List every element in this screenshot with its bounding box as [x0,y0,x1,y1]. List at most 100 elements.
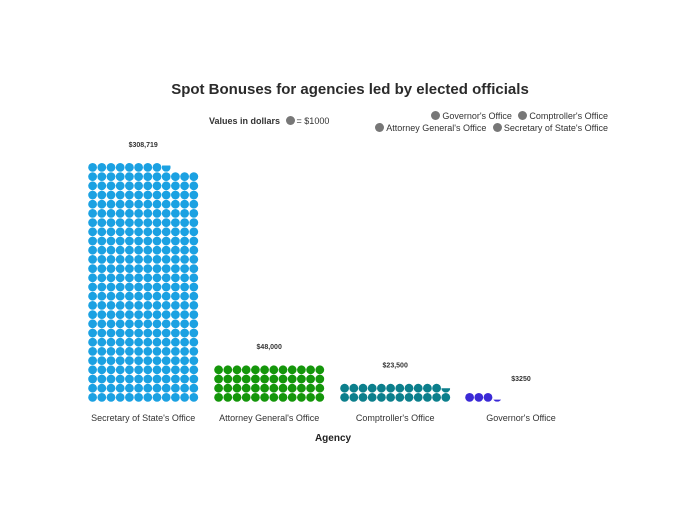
waffle-dot [134,383,144,393]
waffle-dot [395,393,405,402]
waffle-dot [124,264,134,273]
waffle-dot [143,301,153,310]
waffle-dot [88,181,97,191]
waffle-dot [340,383,349,393]
waffle-dot [358,393,368,402]
waffle-dot [152,291,162,301]
waffle-dot [223,365,233,375]
waffle-dot [171,236,180,246]
waffle-dot [143,319,153,329]
waffle-dot [171,245,180,255]
waffle-dot [124,181,134,191]
category-label: Comptroller's Office [356,413,435,423]
legend-item[interactable]: Secretary of State's Office [492,123,608,133]
waffle-dot [143,273,153,283]
waffle-dot [161,227,171,237]
waffle-dot [88,337,97,347]
waffle-dot [214,383,224,393]
waffle-dot [124,255,134,264]
waffle-dot [251,393,260,402]
waffle-dot [143,383,153,393]
waffle-dot [143,347,153,356]
waffle-dot [152,374,162,384]
waffle-dot [180,172,190,182]
waffle-dot [134,282,144,292]
waffle-dot [171,291,180,301]
waffle-dot [189,199,199,209]
waffle-dot [251,383,260,393]
waffle-dot [88,291,97,301]
waffle-dot [143,181,153,191]
waffle-dot [189,218,199,228]
waffle-dot [171,301,180,310]
waffle-dot [287,365,297,375]
waffle-dot [161,190,171,200]
waffle-dot [124,328,134,338]
waffle-dot [124,319,134,329]
waffle-dot [161,236,171,246]
waffle-dot [124,227,134,237]
waffle-dot [88,301,97,310]
legend-dot-icon [518,111,528,120]
waffle-dot [189,227,199,237]
waffle-dot [171,393,180,402]
waffle-dot [251,374,260,384]
waffle-dot [278,383,288,393]
waffle-dot [152,301,162,310]
waffle-dot [241,383,251,393]
waffle-dot [88,163,97,172]
waffle-dot [251,365,260,375]
waffle-dot [189,328,199,338]
waffle-dot [315,365,325,375]
waffle-dot [232,374,242,384]
legend-item[interactable]: Attorney General's Office [375,123,486,133]
waffle-dot [189,310,199,319]
legend-dot-icon [492,123,502,132]
waffle-dot [297,393,306,402]
legend-item[interactable]: Governor's Office [431,111,512,121]
waffle-dot [189,383,199,393]
waffle-dot [189,291,199,301]
category-label: Governor's Office [486,413,556,423]
waffle-dot [152,236,162,246]
waffle-dot [171,356,180,365]
waffle-dot [143,374,153,384]
waffle-dot [161,393,171,402]
waffle-dot [106,245,116,255]
waffle-dot [106,172,116,182]
waffle-dot [413,383,423,393]
waffle-dot [189,282,199,292]
waffle-dot [134,255,144,264]
waffle-dot [97,255,107,264]
waffle-dot [180,255,190,264]
waffle-dot [97,218,107,228]
waffle-dot [161,365,171,375]
waffle-dot [143,264,153,273]
waffle-dot [315,383,325,393]
label-layer: $308,719 Secretary of State's Office $48,0… [91,142,556,423]
waffle-dot [152,218,162,228]
waffle-dot [297,383,306,393]
waffle-dot [377,383,386,393]
waffle-dot [115,190,125,200]
waffle-dot [171,172,180,182]
waffle-dot [432,383,441,393]
waffle-dot [88,218,97,228]
waffle-dot [88,383,97,393]
waffle-dot [171,310,180,319]
waffle-dot [171,337,180,347]
value-label: $308,719 [129,142,158,149]
waffle-dot [189,273,199,283]
waffle-dot [171,227,180,237]
legend-item[interactable]: Comptroller's Office [518,111,608,121]
waffle-dot [97,245,107,255]
waffle-dot [88,393,97,402]
waffle-dot [106,291,116,301]
waffle-dot [134,301,144,310]
waffle-dot [97,282,107,292]
waffle-dot [88,273,97,283]
waffle-dot [115,365,125,375]
waffle-dot [269,393,279,402]
unit-dot-icon [285,116,295,125]
waffle-dot [115,374,125,384]
